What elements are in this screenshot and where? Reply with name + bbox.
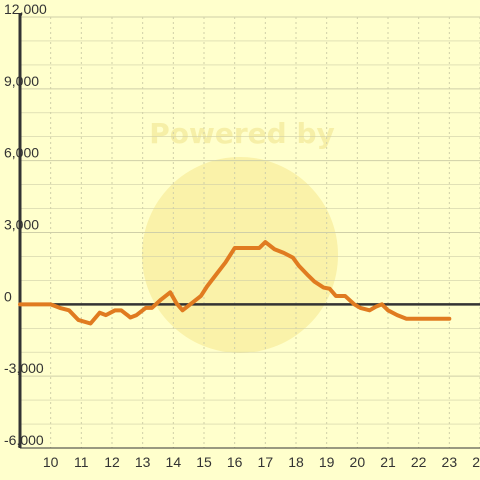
x-tick-label: 24 [472, 454, 480, 470]
series-line-0 [18, 240, 452, 326]
y-tick-label: 6,000 [4, 145, 39, 161]
y-tick-label: 9,000 [4, 73, 39, 89]
x-tick-label: 18 [288, 454, 304, 470]
x-tick-label: 16 [227, 454, 243, 470]
y-tick-label: 12,000 [4, 1, 47, 17]
x-tick-label: 13 [135, 454, 151, 470]
y-tick-label: -3,000 [4, 360, 44, 376]
x-tick-label: 23 [442, 454, 458, 470]
y-tick-label: -6,000 [4, 432, 44, 448]
x-tick-label: 14 [166, 454, 182, 470]
y-tick-labels: -6,000 -3,000 0 3,000 6,000 9,000 12,000 [4, 1, 47, 448]
axes [18, 13, 480, 449]
y-tick-label: 3,000 [4, 217, 39, 233]
x-tick-label: 21 [380, 454, 396, 470]
x-tick-label: 17 [258, 454, 274, 470]
x-tick-label: 15 [196, 454, 212, 470]
x-tick-label: 11 [74, 454, 89, 470]
x-tick-labels: 10 11 12 13 14 15 16 17 18 19 20 21 22 23 24 [43, 454, 480, 470]
x-tick-label: 20 [350, 454, 366, 470]
y-tick-label: 0 [4, 288, 12, 304]
x-tick-label: 12 [104, 454, 120, 470]
series-layer [18, 240, 452, 326]
x-tick-label: 19 [319, 454, 335, 470]
x-tick-label: 22 [411, 454, 427, 470]
watermark-logo [142, 157, 338, 353]
watermark-text: Powered by [149, 117, 335, 150]
x-tick-label: 10 [43, 454, 59, 470]
